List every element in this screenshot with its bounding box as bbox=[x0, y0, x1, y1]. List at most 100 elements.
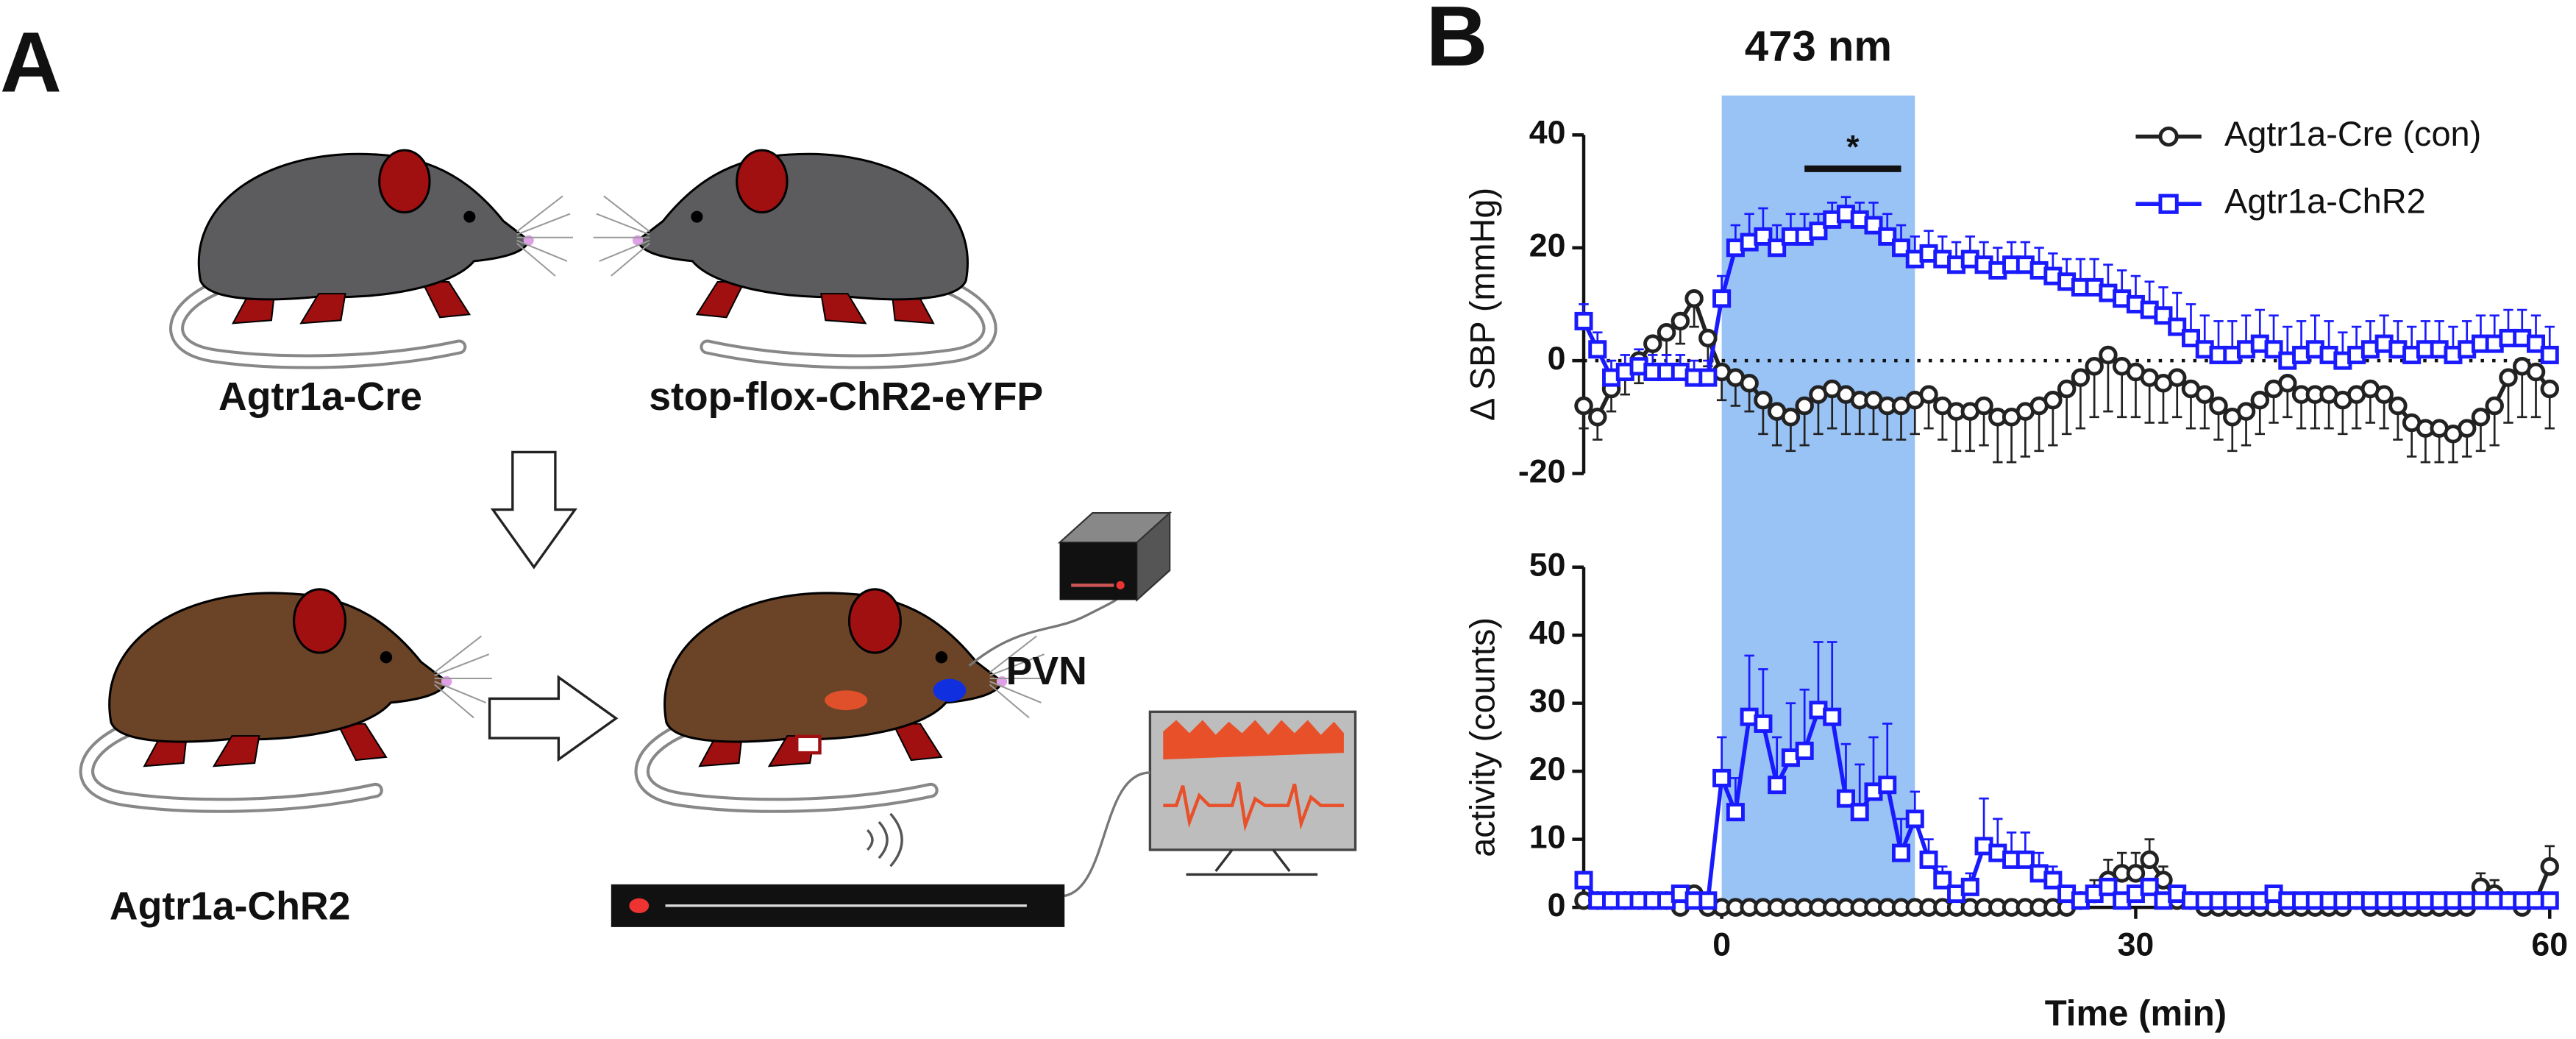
point bbox=[2540, 891, 2559, 910]
point bbox=[2388, 396, 2408, 416]
point bbox=[1960, 877, 1979, 896]
point bbox=[1726, 803, 1745, 822]
point bbox=[2250, 391, 2270, 410]
point bbox=[1698, 328, 1718, 348]
point bbox=[1781, 408, 1801, 427]
point bbox=[2278, 374, 2297, 393]
point bbox=[1878, 776, 1897, 795]
point bbox=[1657, 323, 1676, 342]
point bbox=[2126, 864, 2146, 883]
point bbox=[2236, 402, 2256, 421]
y-tick-label: 40 bbox=[1529, 615, 1566, 651]
point bbox=[1712, 768, 1732, 787]
y-axis-label: activity (counts) bbox=[1463, 617, 1501, 857]
point bbox=[2099, 877, 2118, 896]
y-tick-label: 10 bbox=[1529, 819, 1566, 855]
arrow bbox=[490, 450, 577, 570]
point bbox=[2209, 396, 2228, 416]
point bbox=[1698, 891, 1718, 910]
point bbox=[1698, 368, 1718, 387]
point bbox=[1892, 843, 1911, 862]
point bbox=[1795, 396, 1814, 416]
point bbox=[1768, 238, 1787, 258]
y-axis-label: Δ SBP (mmHg) bbox=[1463, 188, 1501, 421]
point bbox=[1823, 707, 1842, 726]
legend-marker bbox=[2158, 126, 2179, 147]
point bbox=[1574, 396, 1593, 416]
y-tick-label: 40 bbox=[1529, 115, 1566, 151]
wire bbox=[1064, 771, 1150, 898]
monitor-trace bbox=[1163, 720, 1344, 760]
point bbox=[2195, 385, 2214, 404]
legend-label: Agtr1a-Cre (con) bbox=[2224, 115, 2481, 153]
point bbox=[1574, 311, 1593, 330]
point bbox=[2540, 379, 2559, 399]
y-tick-label: 20 bbox=[1529, 751, 1566, 787]
monitor-stand bbox=[1186, 848, 1318, 876]
point bbox=[2540, 345, 2559, 364]
y-tick-label: 30 bbox=[1529, 683, 1566, 719]
stimulator bbox=[1059, 542, 1137, 600]
point bbox=[2526, 362, 2546, 382]
y-tick-label: 0 bbox=[1548, 887, 1566, 923]
point bbox=[1919, 385, 1938, 404]
panel-label: B bbox=[1426, 0, 1488, 84]
point bbox=[1754, 391, 1773, 410]
receiver-light bbox=[629, 898, 650, 913]
region-label: PVN bbox=[1006, 649, 1087, 693]
point bbox=[1671, 311, 1690, 331]
y-tick-label: 20 bbox=[1529, 228, 1566, 264]
point bbox=[1712, 289, 1732, 308]
mouse-icon bbox=[177, 150, 573, 361]
point bbox=[2140, 877, 2159, 896]
arrow bbox=[488, 675, 619, 762]
point bbox=[1892, 238, 1911, 258]
x-tick-label: 30 bbox=[2118, 926, 2155, 962]
point bbox=[2085, 357, 2104, 376]
x-tick-label: 60 bbox=[2531, 926, 2568, 962]
point bbox=[2015, 850, 2035, 869]
mouse-label: stop-flox-ChR2-eYFP bbox=[649, 375, 1043, 419]
point bbox=[1754, 714, 1773, 733]
point bbox=[1768, 776, 1787, 795]
point bbox=[2181, 328, 2200, 347]
point bbox=[1809, 221, 1828, 241]
point bbox=[1740, 374, 1759, 393]
point bbox=[1974, 396, 1993, 416]
point bbox=[2167, 368, 2187, 387]
panel-label: A bbox=[0, 15, 62, 110]
point bbox=[1864, 216, 1883, 235]
y-tick-label: 0 bbox=[1548, 341, 1566, 377]
point bbox=[1574, 870, 1593, 890]
point bbox=[2071, 368, 2091, 387]
point bbox=[1643, 334, 1662, 353]
point bbox=[1919, 850, 1938, 869]
point bbox=[2154, 306, 2173, 325]
monitor-trace bbox=[1163, 781, 1344, 832]
point bbox=[2168, 317, 2187, 336]
point bbox=[1795, 741, 1814, 760]
legend-marker bbox=[2158, 194, 2179, 214]
x-tick-label: 0 bbox=[1712, 926, 1731, 962]
y-tick-label: -20 bbox=[1518, 453, 1566, 489]
point bbox=[2043, 870, 2063, 890]
point bbox=[2043, 391, 2063, 410]
point bbox=[1684, 289, 1704, 308]
signal-waves bbox=[867, 812, 903, 868]
point bbox=[2540, 857, 2559, 876]
implant-band bbox=[794, 734, 822, 755]
chart-title: 473 nm bbox=[1745, 23, 1892, 71]
stimulator bbox=[1116, 581, 1125, 589]
point bbox=[2264, 340, 2283, 359]
point bbox=[1588, 408, 1607, 427]
x-axis-label: Time (min) bbox=[2045, 993, 2227, 1033]
y-tick-label: 50 bbox=[1529, 547, 1566, 584]
wire bbox=[968, 594, 1122, 667]
significance-label: * bbox=[1846, 129, 1860, 165]
implant bbox=[825, 690, 868, 711]
mouse-icon bbox=[87, 589, 492, 806]
point bbox=[1588, 340, 1607, 359]
pvn-site bbox=[933, 678, 967, 702]
